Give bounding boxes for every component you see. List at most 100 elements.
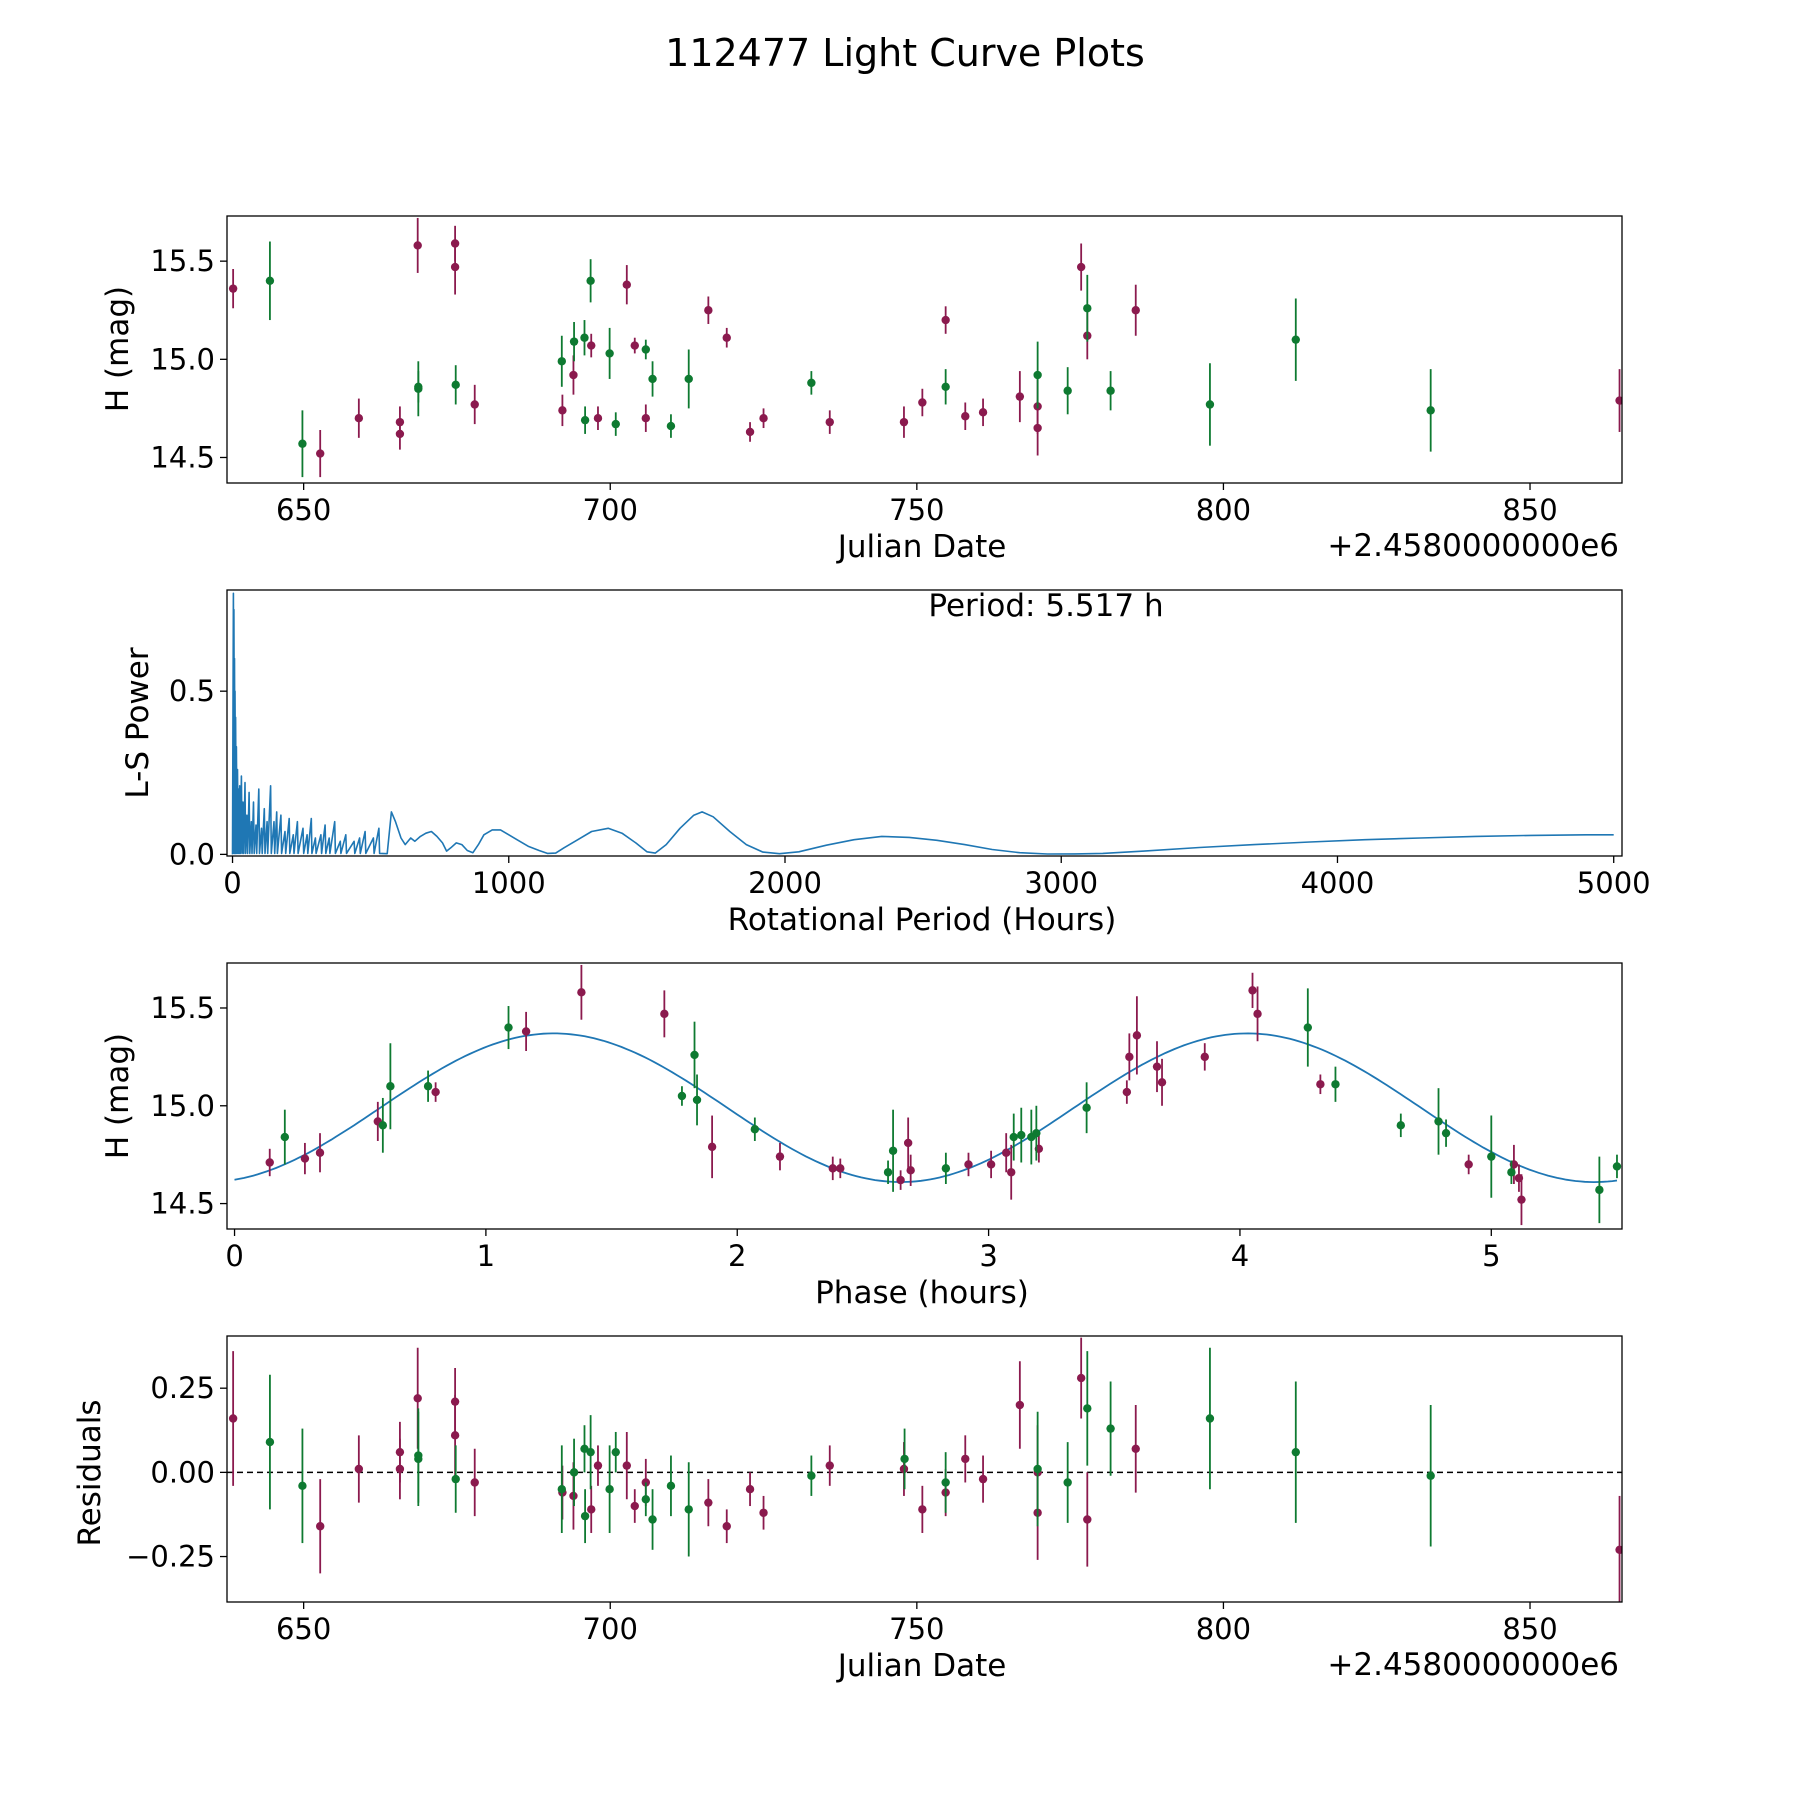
magenta-point: [470, 1478, 479, 1487]
magenta-point: [906, 1166, 915, 1175]
green-point: [280, 1132, 290, 1142]
phased-ylabel: H (mag): [100, 1033, 136, 1159]
green-point: [692, 1095, 702, 1105]
phased-plot-area: [234, 964, 1622, 1226]
phased-xtick-label: 2: [728, 1239, 746, 1273]
residuals-plot-area: [227, 1337, 1622, 1602]
periodogram-plot-area: [231, 592, 1614, 855]
magenta-point: [1015, 1400, 1025, 1410]
magenta-point: [1007, 1168, 1016, 1177]
magenta-point: [1125, 1052, 1134, 1062]
residuals-panel: 650 700 750 800 850 −0.25 0.00 0.25 Julian Date…: [72, 1335, 1623, 1684]
magenta-point: [1253, 1009, 1262, 1019]
green-point: [1441, 1128, 1451, 1138]
green-point: [265, 276, 275, 285]
residuals-ylabel: Residuals: [72, 1399, 108, 1546]
green-point: [1106, 386, 1115, 395]
magenta-point: [1076, 262, 1086, 272]
magenta-point: [431, 1087, 440, 1097]
periodogram-xtick-label: 3000: [1024, 866, 1098, 900]
magenta-point: [1083, 1515, 1092, 1524]
green-point: [611, 1447, 620, 1457]
magenta-point: [918, 398, 927, 407]
magenta-point: [630, 1501, 639, 1511]
green-point: [1331, 1080, 1340, 1089]
magenta-point: [836, 1164, 845, 1173]
green-point: [611, 419, 620, 429]
lightcurve-plot-area: [228, 217, 1622, 478]
periodogram-xlabel: Rotational Period (Hours): [728, 902, 1117, 938]
green-point: [1426, 406, 1435, 415]
magenta-point: [1132, 1031, 1142, 1040]
green-point: [1426, 1471, 1435, 1480]
green-point: [1487, 1152, 1496, 1161]
periodogram-ticks: 0 1000 2000 3000 4000 5000 0.0 0.5: [169, 674, 1651, 900]
residuals-xtick-label: 850: [1502, 1612, 1557, 1646]
magenta-point: [1316, 1080, 1325, 1089]
residuals-ytick-label: 0.00: [150, 1455, 215, 1489]
phased-xlabel: Phase (hours): [815, 1275, 1029, 1311]
magenta-point: [745, 427, 755, 437]
magenta-point: [825, 417, 834, 427]
magenta-point: [316, 449, 325, 458]
green-point: [557, 1485, 566, 1494]
green-point: [569, 337, 579, 346]
periodogram-ytick-label: 0.0: [169, 837, 215, 871]
periodogram-panel: 0 1000 2000 3000 4000 5000 0.0 0.5 Period: 5.51…: [120, 588, 1651, 938]
magenta-point: [622, 280, 631, 289]
green-point: [648, 374, 657, 384]
magenta-point: [775, 1152, 785, 1161]
green-point: [298, 1481, 307, 1491]
lightcurve-ticks: 650 700 750 800 850 14.5 15.0 15.5: [150, 244, 1557, 527]
green-point: [1082, 1103, 1091, 1112]
green-point: [1083, 1404, 1092, 1413]
residuals-xtick-label: 750: [889, 1612, 944, 1646]
green-point: [605, 1485, 614, 1494]
magenta-point: [1001, 1148, 1011, 1157]
magenta-point: [899, 417, 909, 427]
magenta-point: [315, 1148, 325, 1157]
magenta-point: [1464, 1160, 1473, 1169]
green-point: [750, 1125, 760, 1134]
magenta-point: [745, 1485, 755, 1494]
phased-xtick-label: 5: [1482, 1239, 1500, 1273]
green-point: [580, 1444, 589, 1453]
green-point: [1612, 1162, 1622, 1171]
green-point: [684, 1505, 693, 1514]
lightcurve-ylabel: H (mag): [100, 286, 136, 412]
green-point: [414, 1454, 423, 1464]
fit-curve: [234, 1032, 1618, 1184]
magenta-point: [1131, 306, 1140, 315]
magenta-point: [470, 400, 479, 409]
lightcurve-ytick-label: 14.5: [150, 440, 215, 474]
magenta-point: [759, 414, 768, 423]
magenta-point: [941, 315, 950, 325]
green-point: [1507, 1168, 1516, 1177]
phased-marks: [234, 964, 1622, 1226]
residuals-ytick-label: 0.25: [150, 1371, 215, 1405]
green-point: [1434, 1117, 1443, 1126]
green-point: [888, 1146, 898, 1155]
green-point: [298, 439, 307, 448]
green-point: [1205, 400, 1215, 409]
lightcurve-xtick-label: 750: [889, 493, 944, 527]
magenta-point: [354, 414, 364, 423]
magenta-point: [593, 414, 603, 423]
magenta-point: [707, 1142, 717, 1152]
power-line: [231, 592, 1614, 855]
green-point: [883, 1168, 893, 1177]
green-point: [900, 1454, 909, 1464]
magenta-point: [354, 1464, 364, 1474]
green-point: [580, 415, 590, 425]
residuals-xtick-label: 700: [583, 1612, 638, 1646]
magenta-point: [577, 988, 586, 997]
green-point: [690, 1050, 699, 1060]
residuals-marks: [227, 1337, 1622, 1602]
magenta-point: [828, 1164, 837, 1173]
magenta-point: [450, 1431, 460, 1440]
periodogram-annotation: Period: 5.517 h: [928, 588, 1163, 624]
magenta-point: [265, 1158, 274, 1167]
phased-xtick-label: 0: [225, 1239, 243, 1273]
magenta-point: [903, 1138, 913, 1148]
magenta-point: [961, 1454, 970, 1464]
